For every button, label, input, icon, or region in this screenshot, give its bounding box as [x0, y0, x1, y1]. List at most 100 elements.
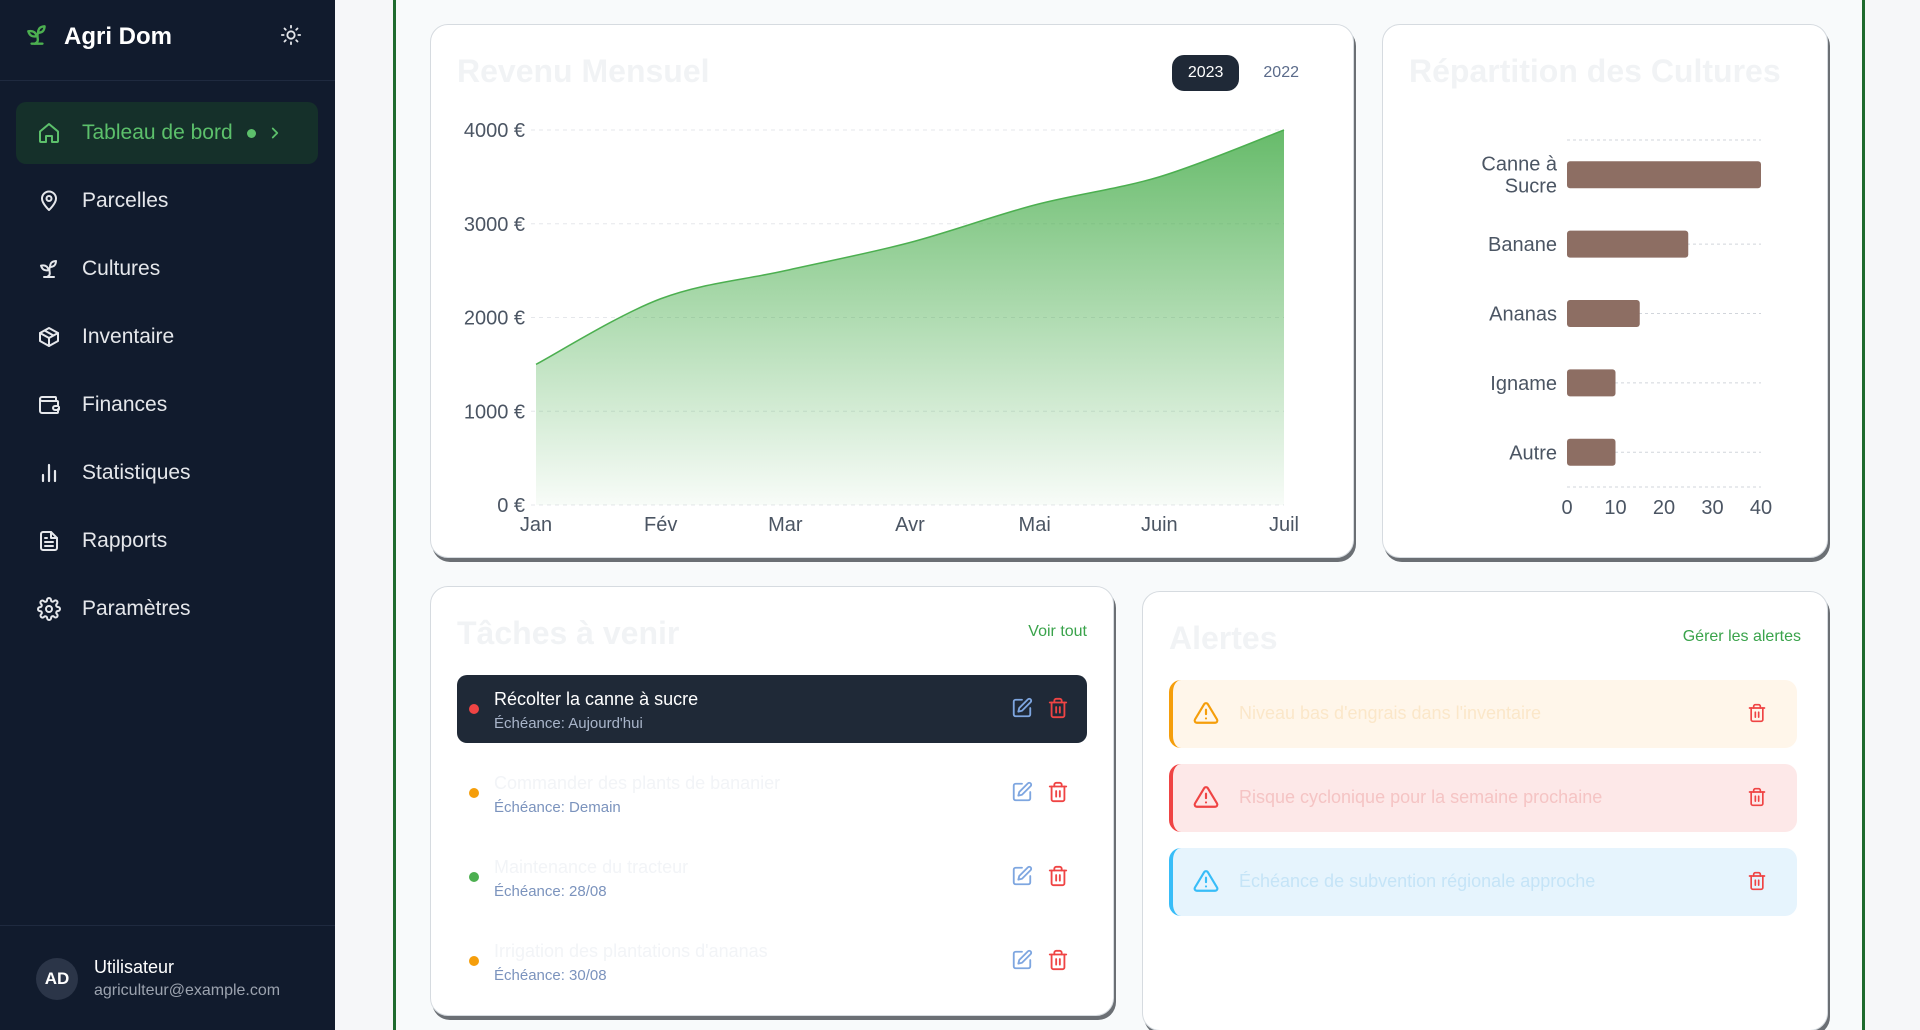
tab-year-2023[interactable]: 2023 — [1171, 55, 1240, 91]
x-tick-label: Fév — [644, 514, 677, 536]
sidebar-item-finances[interactable]: Finances — [16, 374, 318, 436]
wallet-icon — [36, 392, 62, 418]
revenue-area-chart: 0 € 1000 € 2000 € 3000 € 4000 € Jan Fév Mar Avr M… — [464, 120, 1299, 536]
x-tick-label: 20 — [1653, 497, 1675, 519]
sidebar-divider — [0, 925, 335, 926]
y-tick-label: Igname — [1490, 373, 1557, 395]
sidebar-item-label: Statistiques — [82, 461, 191, 484]
crop-bar — [1567, 300, 1640, 327]
trash-icon[interactable] — [1747, 703, 1767, 728]
sidebar-item-statistiques[interactable]: Statistiques — [16, 442, 318, 504]
sidebar-item-label: Inventaire — [82, 325, 175, 348]
sidebar-item-cultures[interactable]: Cultures — [16, 238, 318, 300]
task-title: Commander des plants de bananier — [494, 773, 781, 793]
theme-toggle-button[interactable] — [276, 22, 306, 52]
task-due: Échéance: Aujourd'hui — [494, 715, 643, 732]
alert-text: Échéance de subvention régionale approch… — [1239, 871, 1596, 891]
task-due: Échéance: Demain — [494, 799, 621, 816]
revenue-card: Revenu Mensuel 2023 2022 0 € 1000 € 2000 €… — [430, 24, 1354, 558]
sidebar-item-label: Rapports — [82, 529, 168, 552]
main-content: Revenu Mensuel 2023 2022 0 € 1000 € 2000 €… — [393, 0, 1865, 1030]
trash-icon[interactable] — [1047, 949, 1069, 976]
task-item[interactable]: Récolter la canne à sucre Échéance: Aujo… — [457, 675, 1087, 743]
task-item[interactable]: Irrigation des plantations d'ananas Éché… — [457, 927, 1087, 995]
sprout-icon — [36, 256, 62, 282]
task-item[interactable]: Commander des plants de bananier Échéanc… — [457, 759, 1087, 827]
edit-icon[interactable] — [1011, 781, 1033, 808]
chevron-right-icon — [266, 124, 284, 142]
x-tick-label: Jan — [520, 514, 552, 536]
crop-bar — [1567, 438, 1616, 466]
revenue-area — [536, 130, 1284, 505]
tab-year-2022[interactable]: 2022 — [1263, 64, 1299, 81]
crop-bar — [1567, 230, 1689, 258]
alert-item-danger[interactable]: Risque cyclonique pour la semaine procha… — [1169, 764, 1797, 832]
edit-icon[interactable] — [1011, 865, 1033, 892]
task-title: Irrigation des plantations d'ananas — [494, 941, 768, 961]
sidebar-item-rapports[interactable]: Rapports — [16, 510, 318, 572]
y-tick-label: 3000 € — [464, 214, 525, 236]
trash-icon[interactable] — [1747, 871, 1767, 896]
task-due: Échéance: 28/08 — [494, 883, 607, 900]
y-tick-label: Canne à — [1481, 154, 1557, 176]
brand[interactable]: Agri Dom — [24, 20, 172, 54]
alert-text: Niveau bas d'engrais dans l'inventaire — [1239, 703, 1542, 723]
sidebar-item-inventaire[interactable]: Inventaire — [16, 306, 318, 368]
alert-item-info[interactable]: Échéance de subvention régionale approch… — [1169, 848, 1797, 916]
x-tick-label: Mai — [1019, 514, 1051, 536]
user-email: agriculteur@example.com — [94, 982, 281, 999]
home-icon — [36, 120, 62, 146]
manage-alerts-link[interactable]: Gérer les alertes — [1682, 628, 1801, 645]
y-tick-label: 0 € — [497, 495, 525, 517]
sidebar-item-label: Parcelles — [82, 189, 169, 212]
tasks-card: Tâches à venir Voir tout Récolter la can… — [430, 586, 1114, 1016]
alerts-card-title: Alertes — [1169, 620, 1278, 656]
task-title: Récolter la canne à sucre — [494, 689, 699, 709]
x-tick-label: Juin — [1141, 514, 1178, 536]
task-item[interactable]: Maintenance du tracteur Échéance: 28/08 — [457, 843, 1087, 911]
alert-item-warning[interactable]: Niveau bas d'engrais dans l'inventaire — [1169, 680, 1797, 748]
file-text-icon — [36, 528, 62, 554]
user-profile[interactable]: AD Utilisateur agriculteur@example.com — [36, 957, 280, 1000]
sidebar-item-label: Finances — [82, 393, 168, 416]
trash-icon[interactable] — [1047, 781, 1069, 808]
revenue-card-title: Revenu Mensuel — [457, 53, 710, 89]
priority-dot — [469, 872, 479, 882]
sidebar-item-dashboard[interactable]: Tableau de bord — [16, 102, 318, 164]
year-tabs: 2023 2022 — [1171, 55, 1315, 91]
trash-icon[interactable] — [1047, 865, 1069, 892]
y-tick-label: 1000 € — [464, 401, 525, 423]
y-tick-label: 2000 € — [464, 308, 525, 330]
view-all-tasks-link[interactable]: Voir tout — [1028, 623, 1087, 640]
sun-icon — [280, 24, 302, 51]
trash-icon[interactable] — [1747, 787, 1767, 812]
y-tick-label: Banane — [1488, 234, 1557, 256]
x-tick-label: Avr — [895, 514, 925, 536]
x-tick-label: Mar — [768, 514, 803, 536]
edit-icon[interactable] — [1011, 949, 1033, 976]
revenue-line — [535, 129, 1285, 366]
alert-triangle-icon — [1193, 784, 1219, 815]
crops-card-title: Répartition des Cultures — [1409, 53, 1781, 89]
sidebar-nav: Tableau de bord Parcelles Cultures Inven… — [16, 102, 318, 646]
priority-dot — [469, 704, 479, 714]
sidebar-item-parametres[interactable]: Paramètres — [16, 578, 318, 640]
sidebar-item-parcelles[interactable]: Parcelles — [16, 170, 318, 232]
tasks-card-title: Tâches à venir — [457, 615, 680, 651]
user-name: Utilisateur — [94, 957, 175, 977]
task-due: Échéance: 30/08 — [494, 967, 607, 984]
bar-chart-icon — [36, 460, 62, 486]
edit-icon[interactable] — [1011, 697, 1033, 724]
package-icon — [36, 324, 62, 350]
sidebar-item-label: Tableau de bord — [82, 121, 233, 144]
map-pin-icon — [36, 188, 62, 214]
sidebar: Agri Dom Tableau de bord Parcelles — [0, 0, 335, 1030]
x-tick-label: 10 — [1604, 497, 1626, 519]
y-tick-label: 4000 € — [464, 120, 525, 142]
x-tick-label: 30 — [1701, 497, 1723, 519]
avatar: AD — [36, 957, 78, 1000]
trash-icon[interactable] — [1047, 697, 1069, 724]
sidebar-divider — [0, 80, 335, 81]
y-tick-label: Sucre — [1505, 176, 1557, 198]
